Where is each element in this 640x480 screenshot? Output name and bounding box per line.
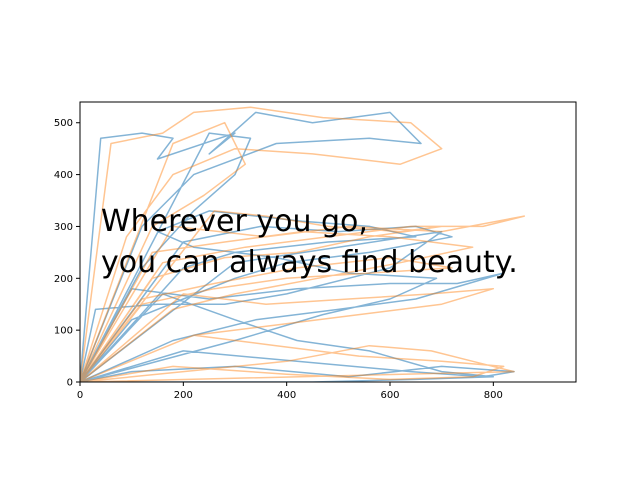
series-layer — [80, 106, 526, 382]
x-tick-label: 800 — [484, 390, 503, 401]
y-tick-label: 100 — [54, 326, 73, 337]
axes-frame — [79, 101, 577, 383]
y-tick-label: 0 — [67, 378, 73, 389]
x-tick-label: 0 — [77, 390, 83, 401]
series-line-1 — [80, 111, 515, 382]
x-tick-label: 200 — [174, 390, 193, 401]
y-tick-label: 400 — [54, 170, 73, 181]
x-tick-label: 400 — [277, 390, 296, 401]
y-tick-label: 500 — [54, 118, 73, 129]
y-axis: 0 100 200 300 400 500 — [54, 118, 80, 389]
annotation-line-1: Wherever you go, — [101, 204, 368, 239]
y-tick-label: 300 — [54, 222, 73, 233]
overlay-annotation: Wherever you go, you can always find bea… — [101, 204, 518, 280]
x-axis: 0 200 400 600 800 — [77, 382, 503, 401]
x-tick-label: 600 — [380, 390, 399, 401]
annotation-line-2: you can always find beauty. — [101, 245, 518, 280]
series-line-2 — [80, 106, 526, 382]
y-tick-label: 200 — [54, 274, 73, 285]
